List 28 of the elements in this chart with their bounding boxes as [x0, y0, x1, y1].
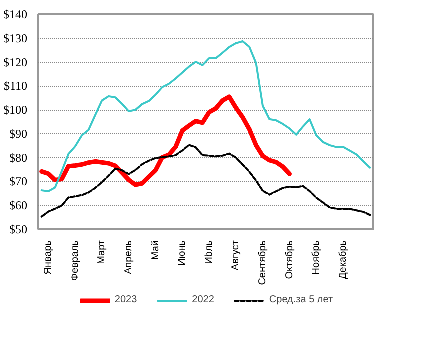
legend-label: Сред.за 5 лет — [269, 294, 334, 306]
line-series — [40, 94, 292, 188]
y-tick-label: $140 — [4, 8, 28, 22]
x-tick-label: Февраль — [70, 240, 81, 282]
x-tick-label: Август — [230, 240, 242, 271]
legend-label: 2023 — [114, 294, 138, 306]
y-tick-label: $100 — [4, 103, 28, 118]
line-series — [40, 40, 372, 193]
x-tick-label: Апрель — [123, 240, 134, 274]
legend-label: 2022 — [192, 294, 214, 306]
y-tick-label: $80 — [10, 150, 28, 165]
y-tick-label: $120 — [4, 55, 28, 70]
x-tick-label: Май — [150, 240, 162, 260]
x-tick-label: Март — [96, 240, 108, 264]
x-tick-label: Октябрь — [284, 240, 296, 280]
y-tick-label: $60 — [10, 198, 28, 213]
x-tick-label: Январь — [43, 240, 54, 275]
y-tick-label: $70 — [10, 174, 28, 189]
y-tick-label: $90 — [10, 126, 28, 141]
x-tick-label: Ноябрь — [311, 240, 322, 276]
x-tick-label: Декабрь — [338, 240, 349, 280]
y-tick-label: $130 — [4, 31, 28, 46]
y-tick-label: $50 — [10, 222, 28, 236]
y-tick-label: $110 — [4, 79, 28, 94]
x-tick-label: Иbль — [204, 240, 215, 264]
x-tick-label: Июнь — [177, 240, 188, 266]
x-tick-label: Сентябрь — [257, 240, 268, 286]
line-series — [40, 144, 372, 218]
